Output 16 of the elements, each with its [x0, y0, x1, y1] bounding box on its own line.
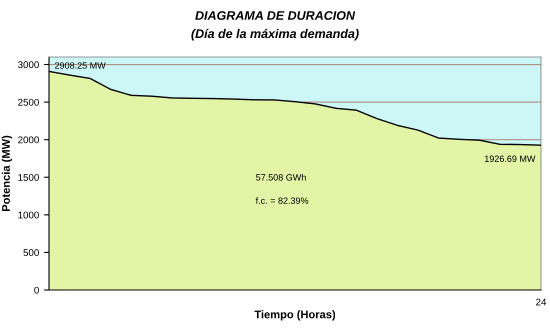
annotation: f.c. = 82.39%	[256, 197, 308, 204]
chart-title: DIAGRAMA DE DURACION	[195, 11, 356, 20]
x-axis-title: Tiempo (Horas)	[254, 310, 336, 321]
y-tick-label: 2000	[18, 136, 39, 144]
y-tick-label: 0	[34, 286, 39, 294]
annotation: 2908.25 MW	[55, 62, 106, 69]
y-tick-label: 3000	[18, 61, 39, 68]
annotation: 1926.69 MW	[484, 156, 536, 162]
y-tick-label: 1500	[18, 174, 39, 181]
y-tick-label: 2500	[18, 98, 39, 106]
y-axis-title: Potencia (MW)	[2, 136, 12, 212]
x-tick-label: 24	[536, 298, 546, 306]
y-tick-label: 500	[23, 249, 39, 256]
y-tick-label: 1000	[18, 212, 39, 218]
annotation: 57.508 GWh	[256, 174, 306, 181]
chart-subtitle: (Día de la máxima demanda)	[191, 28, 359, 41]
